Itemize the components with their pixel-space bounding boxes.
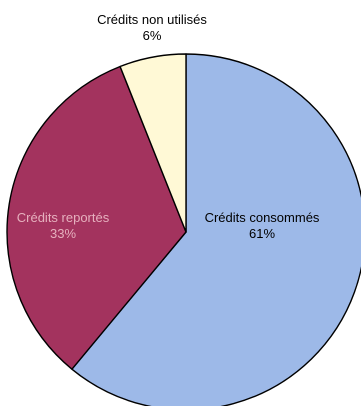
slice-percent: 61% xyxy=(249,226,275,241)
slice-percent: 6% xyxy=(143,28,162,43)
slice-label-1: Crédits consommés 61% xyxy=(205,210,320,241)
pie-slice-1 xyxy=(71,53,361,406)
slice-name: Crédits consommés xyxy=(205,210,320,225)
slice-label-3: Crédits non utilisés 6% xyxy=(97,12,207,43)
pie-slice-3 xyxy=(119,53,187,233)
slice-name: Crédits non utilisés xyxy=(97,12,207,27)
pie-slice-2 xyxy=(6,65,187,370)
slice-percent: 33% xyxy=(50,226,76,241)
slice-label-2: Crédits reportés 33% xyxy=(17,210,110,241)
slice-name: Crédits reportés xyxy=(17,210,110,225)
